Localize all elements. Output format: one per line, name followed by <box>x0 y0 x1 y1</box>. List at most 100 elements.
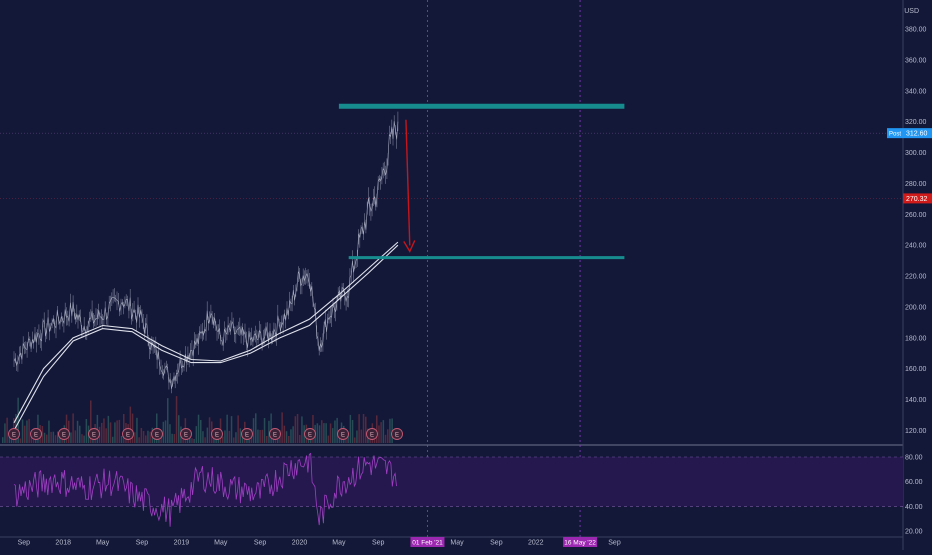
volume-bar <box>6 417 8 443</box>
earnings-marker[interactable]: E <box>391 428 403 440</box>
volume-bar <box>147 430 149 443</box>
volume-bar <box>204 437 206 443</box>
volume-bar <box>255 413 257 443</box>
post-tag-box <box>887 128 903 139</box>
volume-bar <box>140 428 143 443</box>
volume-bar <box>378 425 380 443</box>
x-tick-label: Sep <box>18 540 31 547</box>
y-tick-label: 120.00 <box>905 428 927 435</box>
earnings-marker[interactable]: E <box>30 428 42 440</box>
volume-bar <box>299 435 301 443</box>
earnings-marker[interactable]: E <box>122 428 134 440</box>
volume-bar <box>129 406 132 443</box>
volume-bar <box>112 436 114 443</box>
x-tick-label: 01 Feb '21 <box>412 540 443 547</box>
volume-bar <box>318 425 321 443</box>
earnings-marker[interactable]: E <box>58 428 70 440</box>
x-tick-label: May <box>214 540 228 547</box>
volume-bar <box>134 432 136 443</box>
x-tick-label: 16 May '22 <box>564 540 596 547</box>
volume-bar <box>200 420 202 443</box>
earnings-marker[interactable]: E <box>211 428 223 440</box>
volume-bar <box>325 423 327 443</box>
y-tick-label: 160.00 <box>905 366 927 373</box>
volume-bar <box>10 438 13 443</box>
y-tick-label: 220.00 <box>905 274 927 281</box>
volume-bar <box>283 425 286 443</box>
volume-bar <box>349 414 352 443</box>
earnings-marker[interactable]: E <box>8 428 20 440</box>
earnings-icon <box>180 428 192 440</box>
down-arrow-shaft[interactable] <box>405 119 411 246</box>
earnings-marker[interactable]: E <box>151 428 163 440</box>
volume-bar <box>224 430 226 443</box>
post-price-value: 312.60 <box>906 131 928 138</box>
volume-bar <box>382 420 385 443</box>
volume-bar <box>387 429 389 443</box>
y-tick-label: 360.00 <box>905 57 927 64</box>
volume-bar <box>107 415 110 443</box>
volume-bar <box>72 413 74 443</box>
volume-bar <box>105 428 107 443</box>
volume-bar <box>41 426 44 443</box>
earnings-icon <box>269 428 281 440</box>
volume-bar <box>301 416 303 443</box>
earnings-icon <box>241 428 253 440</box>
earnings-label: E <box>92 433 96 439</box>
x-tick-label: Sep <box>136 540 149 547</box>
volume-bar <box>281 412 283 443</box>
earnings-label: E <box>184 433 188 439</box>
earnings-marker[interactable]: E <box>337 428 349 440</box>
earnings-marker[interactable]: E <box>180 428 192 440</box>
oscillator-tick-label: 60.00 <box>905 479 923 486</box>
y-tick-label: 340.00 <box>905 88 927 95</box>
volume-bar <box>54 435 57 443</box>
earnings-icon <box>211 428 223 440</box>
down-arrow-head[interactable] <box>403 240 416 253</box>
earnings-marker[interactable]: E <box>366 428 378 440</box>
x-tick-label: May <box>450 540 464 547</box>
volume-bar <box>226 414 228 443</box>
earnings-icon <box>151 428 163 440</box>
volume-bar <box>61 437 63 443</box>
volume-bar <box>48 420 50 443</box>
volume-bar <box>321 420 323 443</box>
volume-bar <box>85 419 88 443</box>
volume-bar <box>365 416 367 443</box>
y-tick-label: 320.00 <box>905 119 927 126</box>
volume-bar <box>164 420 167 443</box>
volume-bar <box>261 429 264 443</box>
earnings-label: E <box>341 433 345 439</box>
earnings-marker[interactable]: E <box>241 428 253 440</box>
volume-bar <box>90 400 92 443</box>
volume-bar <box>376 415 378 443</box>
earnings-marker[interactable]: E <box>304 428 316 440</box>
volume-bar <box>336 417 338 443</box>
y-tick-label: 300.00 <box>905 150 927 157</box>
volume-bar <box>52 431 55 443</box>
volume-bar <box>116 420 118 443</box>
volume-bar <box>290 429 292 443</box>
volume-bar <box>380 422 382 443</box>
volume-bar <box>46 434 48 443</box>
volume-bar <box>228 430 231 443</box>
earnings-marker[interactable]: E <box>269 428 281 440</box>
volume-bar <box>233 437 235 443</box>
volume-bar <box>109 422 112 443</box>
volume-bar <box>101 422 103 443</box>
volume-bar <box>145 435 147 443</box>
x-tick-label: 2020 <box>292 540 308 547</box>
volume-bar <box>173 434 176 443</box>
oscillator-tick-label: 40.00 <box>905 504 923 511</box>
earnings-icon <box>391 428 403 440</box>
volume-bar <box>131 413 134 443</box>
volume-bar <box>239 428 242 443</box>
volume-bar <box>59 435 61 443</box>
earnings-marker[interactable]: E <box>88 428 100 440</box>
volume-bar <box>384 434 387 443</box>
oscillator-line <box>13 452 397 527</box>
volume-bar <box>43 432 46 443</box>
oscillator-band <box>0 457 903 507</box>
volume-bar <box>294 416 297 443</box>
